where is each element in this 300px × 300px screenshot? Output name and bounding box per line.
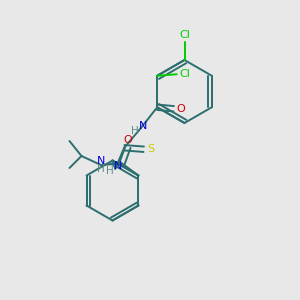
Text: S: S <box>147 144 154 154</box>
Text: N: N <box>139 121 147 131</box>
Text: N: N <box>113 161 122 171</box>
Text: Cl: Cl <box>179 29 190 40</box>
Text: O: O <box>176 104 185 114</box>
Text: H: H <box>97 164 105 174</box>
Text: Cl: Cl <box>180 69 190 79</box>
Text: H: H <box>106 166 114 176</box>
Text: N: N <box>97 156 105 166</box>
Text: O: O <box>124 135 132 146</box>
Text: H: H <box>131 126 139 136</box>
